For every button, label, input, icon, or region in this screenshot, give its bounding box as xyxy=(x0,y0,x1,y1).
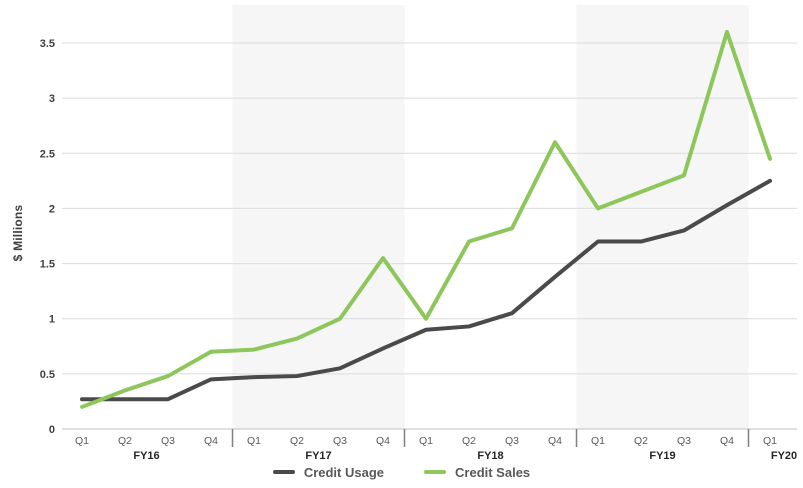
svg-text:Q4: Q4 xyxy=(376,435,390,447)
svg-text:Q2: Q2 xyxy=(290,435,304,447)
svg-text:Q3: Q3 xyxy=(505,435,519,447)
svg-text:0: 0 xyxy=(49,424,55,436)
legend-item-credit-usage: Credit Usage xyxy=(272,464,385,480)
svg-text:3: 3 xyxy=(49,93,55,105)
svg-text:2: 2 xyxy=(49,203,55,215)
svg-text:Q2: Q2 xyxy=(462,435,476,447)
svg-text:Q4: Q4 xyxy=(720,435,734,447)
svg-text:FY17: FY17 xyxy=(305,450,331,462)
svg-text:Q3: Q3 xyxy=(161,435,175,447)
svg-text:FY20: FY20 xyxy=(771,450,797,462)
svg-text:Q2: Q2 xyxy=(634,435,648,447)
svg-text:Q1: Q1 xyxy=(247,435,261,447)
svg-text:Q1: Q1 xyxy=(419,435,433,447)
svg-text:1: 1 xyxy=(49,314,55,326)
legend-item-credit-sales: Credit Sales xyxy=(424,465,530,480)
svg-text:FY19: FY19 xyxy=(649,450,675,462)
legend-label-credit-usage: Credit Usage xyxy=(303,464,385,480)
svg-text:1.5: 1.5 xyxy=(40,259,55,271)
chart-legend: Credit Usage Credit Sales xyxy=(0,459,803,485)
svg-text:Q3: Q3 xyxy=(677,435,691,447)
svg-text:Q1: Q1 xyxy=(591,435,605,447)
svg-text:FY18: FY18 xyxy=(477,450,503,462)
svg-text:FY16: FY16 xyxy=(133,450,159,462)
svg-text:2.5: 2.5 xyxy=(40,148,55,160)
svg-text:Q1: Q1 xyxy=(763,435,777,447)
svg-text:Q2: Q2 xyxy=(118,435,132,447)
legend-label-credit-sales: Credit Sales xyxy=(455,464,531,480)
credit-sales-line-swatch-icon xyxy=(424,470,447,474)
svg-text:Q4: Q4 xyxy=(204,435,218,447)
svg-text:Q4: Q4 xyxy=(548,435,562,447)
svg-text:3.5: 3.5 xyxy=(40,38,55,50)
credit-usage-line-swatch-icon xyxy=(272,470,295,474)
svg-text:0.5: 0.5 xyxy=(40,369,55,381)
svg-text:Q3: Q3 xyxy=(333,435,347,447)
svg-text:Q1: Q1 xyxy=(75,435,89,447)
